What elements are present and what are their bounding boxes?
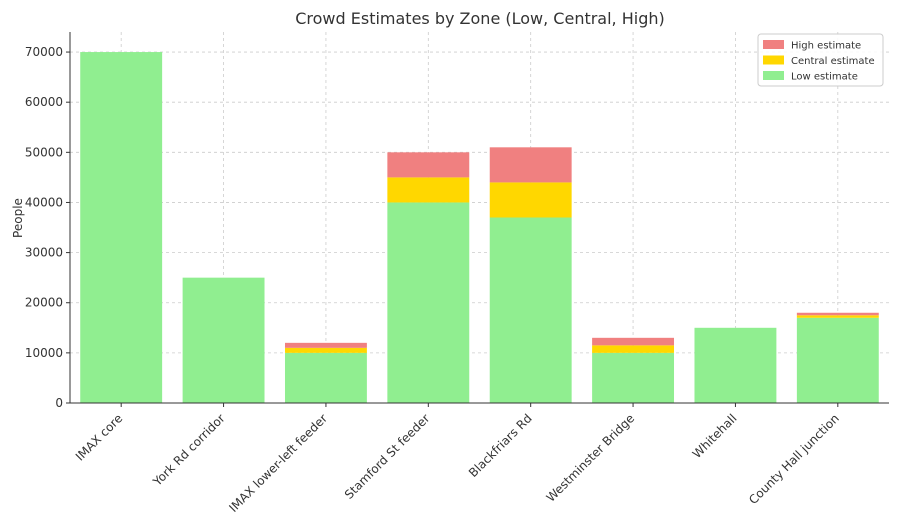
y-tick-label: 0 — [55, 396, 63, 410]
bar-low-estimate — [489, 217, 572, 403]
y-tick-label: 60000 — [25, 95, 63, 109]
chart-title: Crowd Estimates by Zone (Low, Central, H… — [295, 9, 665, 28]
bar-high-estimate — [387, 152, 470, 178]
x-tick-label: IMAX core — [73, 411, 125, 463]
legend-swatch — [763, 40, 784, 49]
axes — [69, 32, 889, 404]
bar-high-estimate — [796, 312, 879, 316]
bar-low-estimate — [694, 327, 777, 403]
legend-label: Central estimate — [791, 56, 875, 67]
bar-low-estimate — [80, 52, 163, 404]
x-tick-label: IMAX lower-left feeder — [226, 411, 330, 515]
x-tick-label: Blackfriars Rd — [466, 411, 535, 480]
x-tick-label: Westminster Bridge — [544, 411, 638, 505]
bar-high-estimate — [284, 342, 367, 348]
legend-swatch — [763, 55, 784, 65]
bar-central-estimate — [387, 177, 470, 203]
bars — [80, 52, 879, 404]
x-tick-label: County Hall junction — [746, 411, 842, 507]
legend-label: Low estimate — [791, 72, 858, 83]
y-tick-label: 40000 — [25, 195, 63, 209]
bar-central-estimate — [489, 182, 572, 218]
x-tick-label: Whitehall — [690, 411, 740, 461]
y-tick-label: 70000 — [25, 45, 63, 59]
y-tick-label: 30000 — [25, 246, 63, 260]
bar-low-estimate — [592, 352, 675, 403]
bar-central-estimate — [284, 347, 367, 353]
bar-low-estimate — [796, 317, 879, 403]
y-tick-label: 10000 — [25, 346, 63, 360]
bar-low-estimate — [284, 352, 367, 403]
bar-low-estimate — [182, 277, 265, 403]
legend-label: High estimate — [791, 41, 861, 52]
bar-central-estimate — [592, 345, 675, 353]
grid — [70, 32, 889, 404]
bar-high-estimate — [592, 337, 675, 346]
bar-low-estimate — [387, 202, 470, 403]
y-tick-label: 20000 — [25, 296, 63, 310]
x-tick-label: Stamford St feeder — [342, 411, 433, 502]
legend-box — [757, 33, 884, 87]
y-axis-label: People — [11, 198, 25, 238]
bar-central-estimate — [796, 315, 879, 318]
legend-swatch — [763, 71, 784, 80]
legend: High estimate Central estimate Low estimat… — [757, 33, 884, 87]
x-tick-label: York Rd corridor — [150, 411, 228, 489]
y-tick-label: 50000 — [25, 145, 63, 159]
bar-high-estimate — [489, 147, 572, 183]
